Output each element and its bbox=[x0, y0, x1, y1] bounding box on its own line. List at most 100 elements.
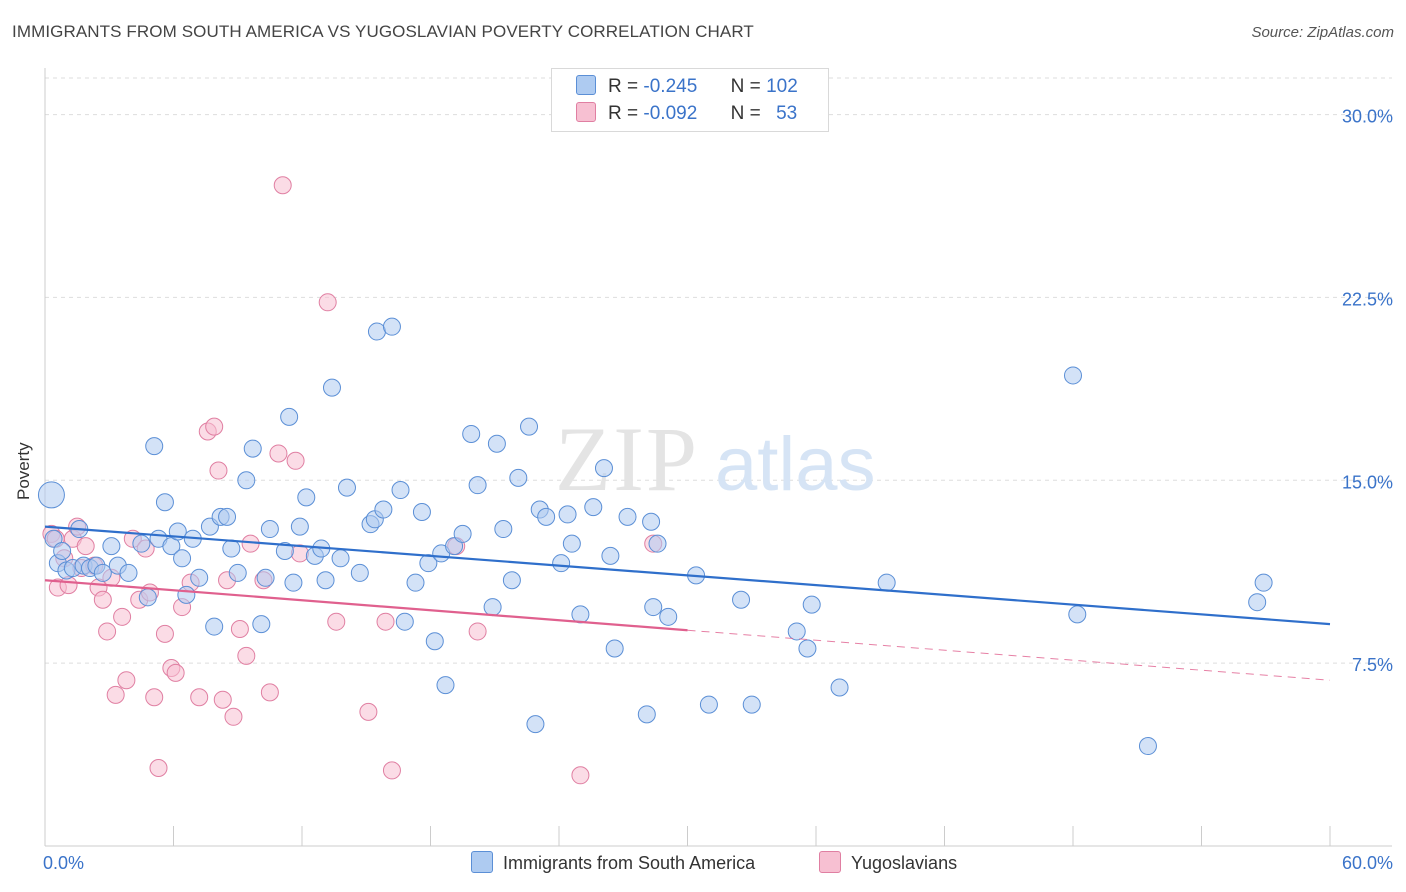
watermark-atlas: atlas bbox=[715, 422, 876, 507]
south-america-point bbox=[483, 598, 502, 617]
yugoslavians-point bbox=[382, 761, 401, 780]
south-america-point bbox=[138, 588, 157, 607]
yugoslavians-point bbox=[269, 444, 288, 463]
south-america-point bbox=[237, 471, 256, 490]
south-america-point bbox=[877, 573, 896, 592]
south-america-point bbox=[787, 622, 806, 641]
south-america-trend-line bbox=[44, 525, 1331, 626]
south-america-point bbox=[742, 695, 761, 714]
yugoslavians-point bbox=[213, 690, 232, 709]
south-america-point bbox=[1068, 605, 1087, 624]
yugoslavians-trend-extension bbox=[687, 629, 1331, 681]
south-america-point bbox=[637, 705, 656, 724]
south-america-point bbox=[243, 439, 262, 458]
south-america-point bbox=[798, 639, 817, 658]
south-america-point bbox=[205, 617, 224, 636]
south-america-point bbox=[1248, 593, 1267, 612]
south-america-point bbox=[44, 529, 63, 548]
yugoslavians-point bbox=[376, 612, 395, 631]
bottom-legend-swatch-blue bbox=[471, 851, 493, 873]
legend-row-south-america: R = -0.245 N = 102 bbox=[576, 75, 798, 98]
south-america-point bbox=[119, 563, 138, 582]
bottom-legend-label: Immigrants from South America bbox=[503, 853, 756, 873]
bottom-legend-yugoslavians: Yugoslavians bbox=[819, 851, 957, 874]
south-america-points bbox=[37, 317, 1273, 756]
watermark-zip: ZIP bbox=[555, 408, 699, 510]
south-america-point bbox=[642, 512, 661, 531]
south-america-point bbox=[395, 612, 414, 631]
yugoslavians-point bbox=[190, 688, 209, 707]
south-america-point bbox=[391, 481, 410, 500]
south-america-point bbox=[509, 468, 528, 487]
south-america-point bbox=[425, 632, 444, 651]
south-america-point bbox=[260, 520, 279, 539]
bottom-legend-label: Yugoslavians bbox=[851, 853, 958, 873]
south-america-point bbox=[228, 563, 247, 582]
south-america-point bbox=[322, 378, 341, 397]
south-america-point bbox=[453, 524, 472, 543]
yugoslavians-point bbox=[237, 646, 256, 665]
y-tick-label: 30.0% bbox=[1342, 107, 1393, 127]
watermark: ZIP atlas bbox=[555, 408, 876, 510]
south-america-point bbox=[445, 537, 464, 556]
south-america-point bbox=[412, 502, 431, 521]
yugoslavians-point bbox=[113, 607, 132, 626]
yugoslavians-point bbox=[98, 622, 117, 641]
south-america-point bbox=[644, 598, 663, 617]
south-america-point bbox=[436, 676, 455, 695]
south-america-point bbox=[316, 571, 335, 590]
south-america-point bbox=[252, 615, 271, 634]
yugoslavians-point bbox=[205, 417, 224, 436]
south-america-point bbox=[155, 493, 174, 512]
south-america-point bbox=[53, 541, 72, 560]
south-america-point bbox=[618, 507, 637, 526]
south-america-point bbox=[331, 549, 350, 568]
yugoslavians-point bbox=[230, 620, 249, 639]
south-america-point bbox=[284, 573, 303, 592]
legend-swatch-blue bbox=[576, 75, 596, 95]
legend-r-value: -0.092 bbox=[643, 103, 698, 124]
south-america-point bbox=[1254, 573, 1273, 592]
yugoslavians-point bbox=[359, 702, 378, 721]
south-america-point bbox=[659, 607, 678, 626]
yugoslavians-point bbox=[468, 622, 487, 641]
legend-r-value: -0.245 bbox=[643, 76, 698, 97]
south-america-point bbox=[571, 605, 590, 624]
legend-n-value: 53 bbox=[776, 103, 798, 124]
south-america-point bbox=[275, 541, 294, 560]
yugoslavians-trend-line bbox=[44, 579, 688, 632]
south-america-point bbox=[699, 695, 718, 714]
south-america-point bbox=[537, 507, 556, 526]
south-america-point bbox=[382, 317, 401, 336]
x-tick-label-max: 60.0% bbox=[1342, 853, 1393, 873]
yugoslavians-point bbox=[209, 461, 228, 480]
south-america-point bbox=[558, 505, 577, 524]
yugoslavians-point bbox=[318, 293, 337, 312]
grid-lines bbox=[45, 77, 1392, 664]
yugoslavians-point bbox=[117, 671, 136, 690]
y-tick-label: 22.5% bbox=[1342, 289, 1393, 309]
y-tick-label: 7.5% bbox=[1352, 655, 1393, 675]
south-america-point bbox=[494, 520, 513, 539]
south-america-point bbox=[367, 322, 386, 341]
yugoslavians-point bbox=[106, 685, 125, 704]
legend-r-label: R = bbox=[608, 103, 639, 124]
south-america-point bbox=[218, 507, 237, 526]
bottom-legend-south-america: Immigrants from South America bbox=[471, 851, 755, 874]
yugoslavians-point bbox=[273, 176, 292, 195]
south-america-point bbox=[520, 417, 539, 436]
yugoslavians-point bbox=[76, 537, 95, 556]
south-america-point bbox=[406, 573, 425, 592]
yugoslavians-point bbox=[327, 612, 346, 631]
south-america-point bbox=[37, 481, 65, 509]
legend-swatch-pink bbox=[576, 102, 596, 122]
yugoslavians-point bbox=[166, 663, 185, 682]
y-axis-label: Poverty bbox=[14, 442, 33, 500]
south-america-point bbox=[601, 546, 620, 565]
legend-row-yugoslavians: R = -0.092 N = 53 bbox=[576, 102, 797, 125]
south-america-point bbox=[190, 568, 209, 587]
y-tick-label: 15.0% bbox=[1342, 472, 1393, 492]
bottom-legend-swatch-pink bbox=[819, 851, 841, 873]
chart-title: IMMIGRANTS FROM SOUTH AMERICA VS YUGOSLA… bbox=[12, 22, 754, 41]
